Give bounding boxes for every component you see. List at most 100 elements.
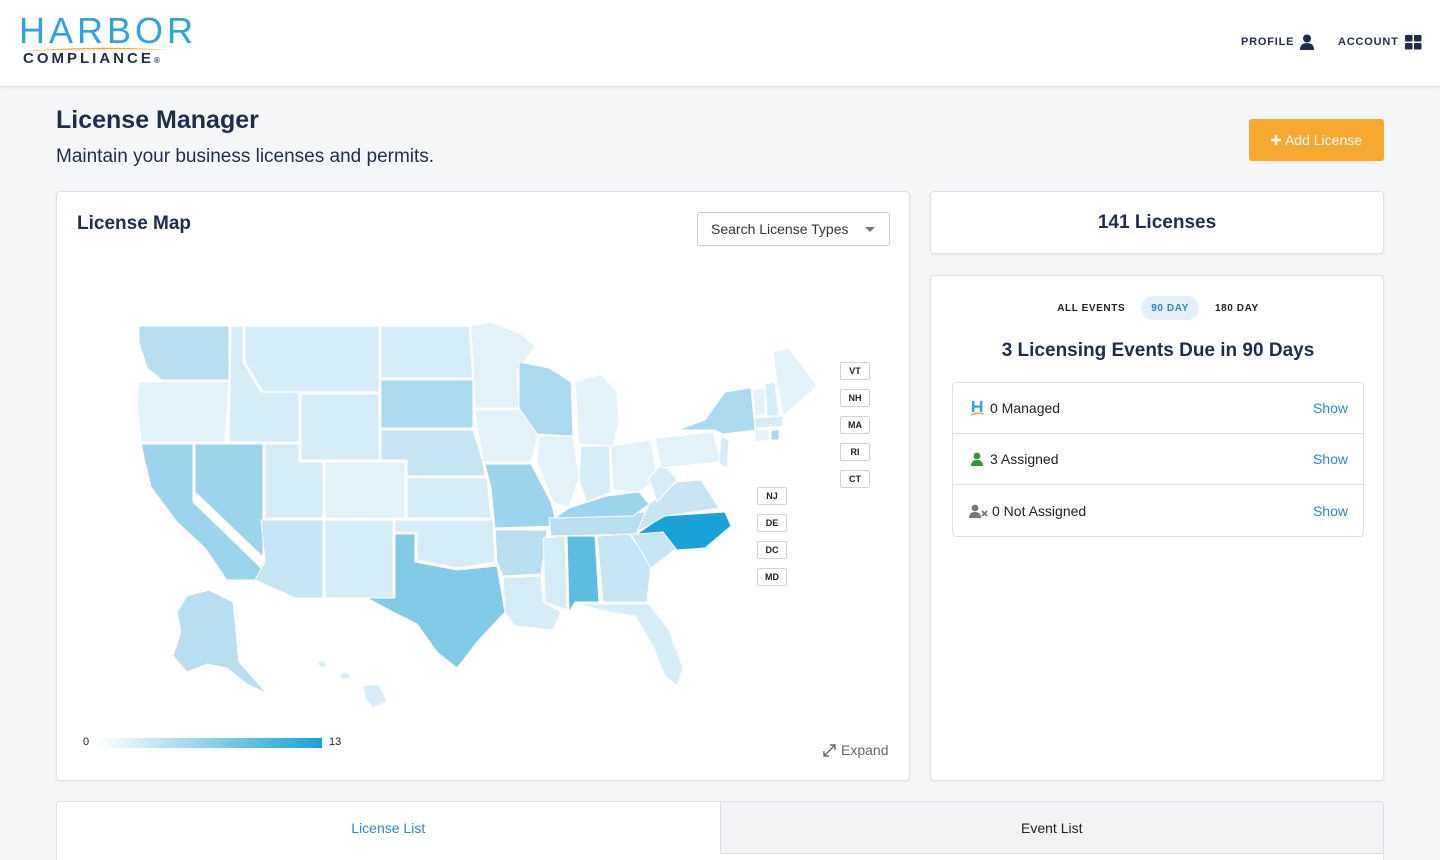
legend-min-value: 0 (83, 736, 90, 748)
expand-arrows-icon (823, 743, 836, 757)
state-tx[interactable] (366, 533, 506, 669)
state-tag-nj[interactable]: NJ (757, 487, 787, 505)
state-ok[interactable] (394, 519, 496, 569)
legend-max-value: 13 (329, 736, 342, 748)
harbor-h-icon (968, 400, 986, 416)
event-row-assigned: 3 Assigned Show (953, 434, 1363, 485)
state-ms[interactable] (542, 535, 568, 611)
user-green-icon (968, 452, 986, 466)
user-icon (1300, 34, 1315, 50)
state-ks[interactable] (406, 477, 492, 519)
state-ut[interactable] (264, 443, 324, 519)
account-label: ACCOUNT (1338, 36, 1399, 48)
tab-all-events[interactable]: ALL EVENTS (1057, 302, 1126, 314)
state-co[interactable] (324, 461, 406, 519)
expand-map-button[interactable]: Expand (823, 742, 888, 758)
logo-swoosh-icon (25, 47, 170, 51)
not-assigned-count-label: 0 Not Assigned (992, 502, 1087, 519)
state-sd[interactable] (380, 379, 474, 429)
state-ma[interactable] (754, 415, 784, 429)
legend-gradient-bar (97, 738, 322, 748)
state-mt[interactable] (244, 325, 380, 393)
state-wa[interactable] (138, 325, 230, 381)
state-wv[interactable] (648, 461, 678, 503)
license-count: 141 Licenses (1097, 211, 1217, 233)
state-az[interactable] (254, 519, 324, 599)
search-license-types-select[interactable]: Search License Types (697, 212, 890, 246)
state-pa[interactable] (654, 431, 722, 469)
add-license-label: Add License (1284, 132, 1363, 148)
state-va[interactable] (636, 479, 720, 533)
user-x-icon (968, 504, 988, 518)
top-navigation-bar: HARBOR COMPLIANCE® PROFILE ACCOUNT (0, 0, 1440, 87)
logo-word-compliance: COMPLIANCE® (23, 50, 160, 67)
tab-license-list[interactable]: License List (57, 802, 720, 854)
show-assigned-link[interactable]: Show (1312, 451, 1348, 467)
events-heading: 3 Licensing Events Due in 90 Days (1001, 340, 1315, 361)
events-period-tabs: ALL EVENTS 90 DAY 180 DAY (931, 296, 1385, 320)
page-title: License Manager (56, 106, 259, 134)
state-vt[interactable] (752, 387, 766, 417)
state-nv[interactable] (194, 443, 264, 558)
state-tag-md[interactable]: MD (757, 568, 787, 586)
state-ia[interactable] (474, 409, 540, 463)
us-choropleth-map[interactable] (117, 312, 817, 722)
state-nj[interactable] (718, 435, 730, 469)
state-tag-dc[interactable]: DC (757, 541, 787, 559)
state-or[interactable] (136, 381, 230, 443)
tab-90-day[interactable]: 90 DAY (1141, 296, 1199, 320)
grid-icon (1404, 34, 1422, 49)
profile-label: PROFILE (1241, 36, 1295, 48)
profile-menu[interactable]: PROFILE (1241, 32, 1315, 52)
license-map-card: License Map Search License Types (56, 191, 910, 781)
list-tabs: License List Event List (56, 801, 1384, 860)
state-ca[interactable] (140, 443, 264, 581)
state-nc[interactable] (636, 511, 732, 551)
state-oh[interactable] (610, 439, 658, 493)
managed-count-label: 0 Managed (990, 400, 1061, 416)
state-ne[interactable] (380, 429, 486, 477)
events-summary-list: 0 Managed Show 3 Assigned Show 0 Not (952, 382, 1364, 537)
event-row-managed: 0 Managed Show (953, 383, 1363, 434)
state-mi[interactable] (574, 373, 620, 447)
state-me[interactable] (772, 347, 817, 417)
show-not-assigned-link[interactable]: Show (1312, 502, 1348, 519)
state-ct[interactable] (754, 429, 770, 443)
state-nd[interactable] (380, 325, 474, 379)
tab-180-day[interactable]: 180 DAY (1214, 302, 1259, 314)
add-license-button[interactable]: Add License (1249, 119, 1384, 161)
state-tag-ri[interactable]: RI (840, 443, 870, 461)
state-tag-de[interactable]: DE (757, 514, 787, 532)
tab-event-list[interactable]: Event List (719, 802, 1383, 854)
state-in[interactable] (578, 445, 612, 503)
show-managed-link[interactable]: Show (1312, 400, 1348, 416)
state-la[interactable] (502, 575, 562, 631)
state-nm[interactable] (324, 519, 394, 599)
account-menu[interactable]: ACCOUNT (1338, 32, 1422, 52)
state-tag-ct[interactable]: CT (840, 470, 870, 488)
state-tag-vt[interactable]: VT (840, 362, 870, 380)
expand-label: Expand (841, 742, 889, 758)
state-nh[interactable] (764, 381, 780, 417)
state-hi[interactable] (316, 659, 388, 709)
state-fl[interactable] (576, 603, 684, 687)
state-tag-nh[interactable]: NH (840, 389, 870, 407)
state-mn[interactable] (470, 321, 536, 409)
state-tag-ma[interactable]: MA (840, 416, 870, 434)
licensing-events-card: ALL EVENTS 90 DAY 180 DAY 3 Licensing Ev… (930, 275, 1384, 781)
event-row-not-assigned: 0 Not Assigned Show (953, 485, 1363, 536)
harbor-compliance-logo[interactable]: HARBOR COMPLIANCE® (19, 12, 193, 72)
state-ga[interactable] (596, 533, 652, 603)
assigned-count-label: 3 Assigned (990, 451, 1059, 467)
state-ny[interactable] (676, 387, 756, 435)
state-ar[interactable] (494, 529, 548, 577)
license-count-card: 141 Licenses (930, 191, 1384, 254)
state-wy[interactable] (300, 393, 380, 461)
plus-icon (1270, 135, 1281, 145)
state-ri[interactable] (770, 429, 780, 441)
state-ak[interactable] (172, 589, 268, 695)
state-al[interactable] (566, 535, 600, 613)
page-subtitle: Maintain your business licenses and perm… (56, 146, 435, 167)
logo-word-harbor: HARBOR (19, 10, 198, 51)
license-map-title: License Map (77, 213, 192, 234)
